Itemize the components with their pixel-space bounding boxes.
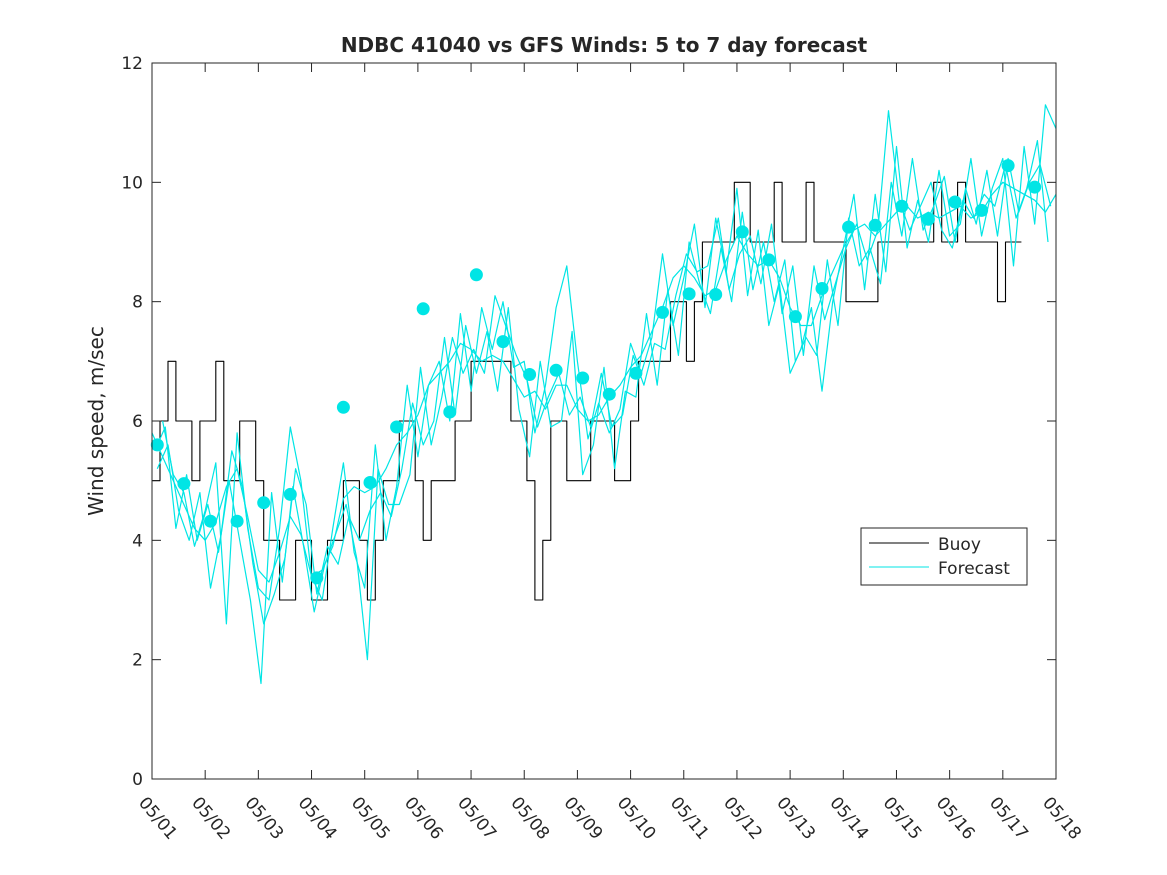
forecast-marker: [523, 368, 537, 381]
legend-label-buoy: Buoy: [938, 535, 981, 555]
forecast-marker: [336, 400, 350, 414]
y-axis-ticks: 0 2 4 6 8 10 12: [121, 54, 1056, 790]
forecast-marker: [257, 496, 271, 510]
forecast-marker: [549, 363, 563, 377]
chart-title: NDBC 41040 vs GFS Winds: 5 to 7 day fore…: [341, 33, 868, 57]
forecast-marker: [177, 477, 191, 491]
forecast-marker: [656, 305, 669, 319]
series-line-forecast-run-4: [154, 110, 1049, 685]
forecast-marker: [416, 302, 430, 316]
y-tick-label: 12: [121, 54, 143, 74]
forecast-marker: [629, 366, 643, 380]
forecast-marker: [310, 571, 324, 585]
forecast-marker: [602, 387, 616, 401]
forecast-marker: [230, 514, 244, 528]
forecast-marker: [868, 218, 882, 232]
forecast-marker: [948, 195, 962, 209]
forecast-marker: [283, 487, 297, 501]
forecast-marker: [735, 225, 749, 239]
forecast-marker: [496, 335, 510, 349]
marker-layer: [150, 159, 1042, 585]
series-line-buoy: [152, 181, 1022, 601]
forecast-marker: [204, 514, 217, 528]
forecast-marker: [1001, 159, 1015, 173]
forecast-marker: [682, 287, 696, 301]
forecast-marker: [975, 203, 989, 217]
legend: Buoy Forecast: [860, 527, 1028, 586]
forecast-marker: [762, 253, 776, 267]
y-tick-label: 0: [132, 770, 143, 790]
series-line-forecast-run-2: [156, 157, 1052, 625]
forecast-marker: [469, 268, 483, 282]
y-tick-label: 8: [132, 293, 143, 313]
forecast-marker: [1028, 180, 1042, 194]
forecast-marker: [363, 476, 377, 489]
y-tick-label: 2: [132, 651, 143, 671]
forecast-marker: [895, 199, 909, 213]
forecast-marker: [842, 220, 856, 234]
forecast-marker: [443, 405, 457, 419]
forecast-marker: [815, 282, 829, 295]
y-tick-label: 4: [132, 531, 143, 551]
y-axis-label: Wind speed, m/sec: [84, 326, 108, 516]
forecast-marker: [788, 310, 802, 324]
legend-box: [860, 527, 1028, 586]
forecast-marker: [921, 212, 935, 226]
legend-label-forecast: Forecast: [938, 559, 1010, 579]
y-tick-label: 10: [121, 173, 143, 193]
y-tick-label: 6: [132, 412, 143, 432]
forecast-marker: [150, 438, 164, 452]
forecast-marker: [709, 288, 723, 301]
forecast-marker: [390, 420, 404, 434]
forecast-marker: [576, 371, 590, 385]
